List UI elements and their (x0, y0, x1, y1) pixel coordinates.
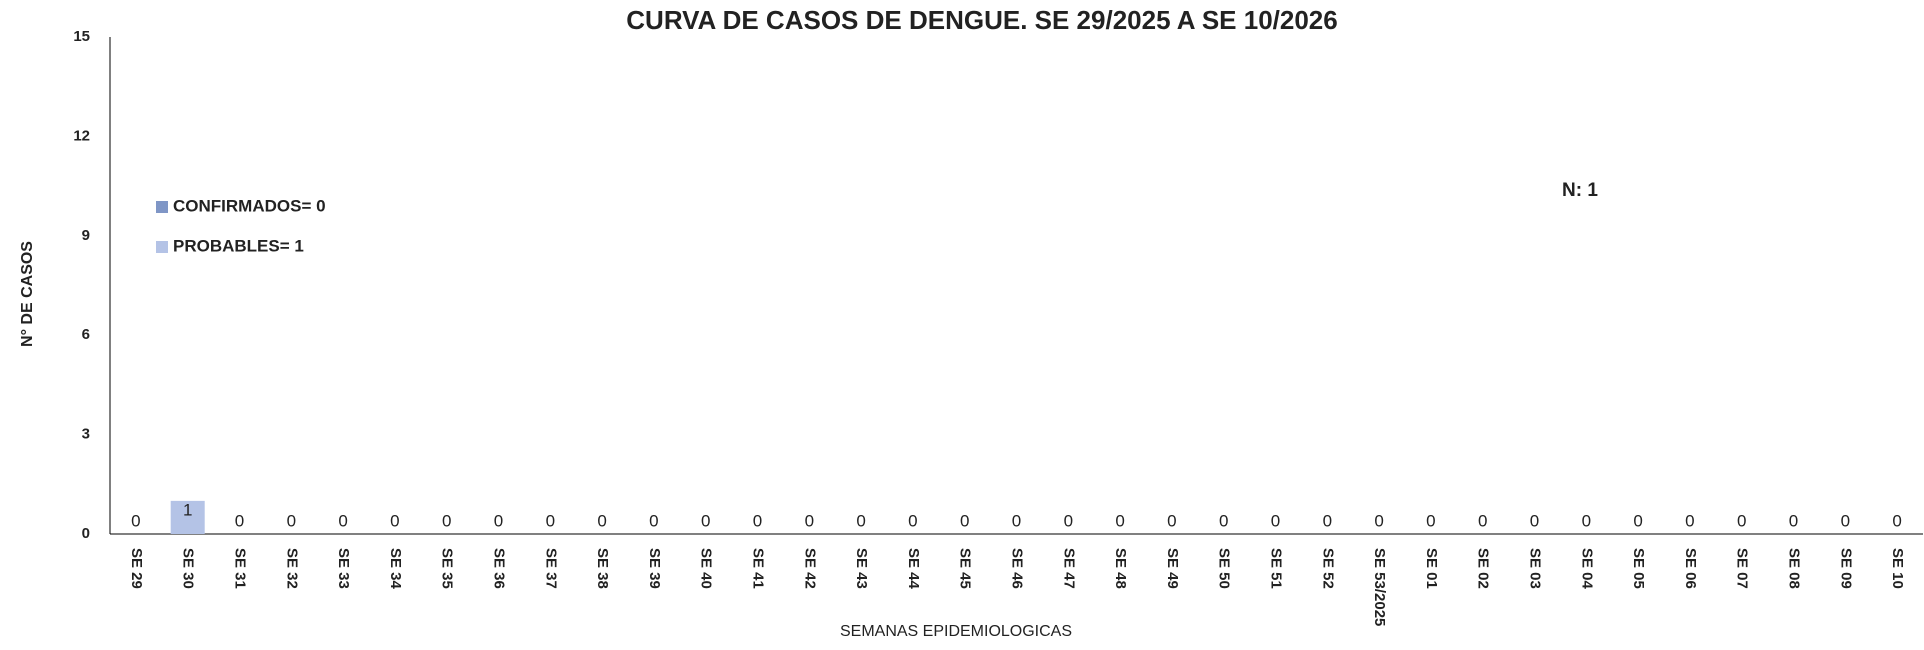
data-label: 1 (183, 500, 192, 519)
x-tick-label: SE 38 (594, 548, 611, 589)
legend-swatch (156, 241, 168, 253)
x-tick-label: SE 31 (232, 548, 249, 589)
data-label: 0 (649, 511, 658, 530)
data-label: 0 (960, 511, 969, 530)
x-tick-label: SE 49 (1164, 548, 1181, 589)
x-tick-label: SE 42 (801, 548, 818, 589)
data-label: 0 (1737, 511, 1746, 530)
x-tick-label: SE 07 (1734, 548, 1751, 589)
x-tick-label: SE 50 (1216, 548, 1233, 589)
data-label: 0 (1374, 511, 1383, 530)
data-label: 0 (753, 511, 762, 530)
data-label: 0 (1064, 511, 1073, 530)
annotation: N: 1 (1562, 180, 1598, 201)
y-tick-label: 12 (73, 127, 90, 144)
x-tick-label: SE 52 (1319, 548, 1336, 589)
legend-swatch (156, 201, 168, 213)
y-tick-label: 6 (82, 326, 90, 343)
data-label: 0 (390, 511, 399, 530)
data-label: 0 (805, 511, 814, 530)
data-label: 0 (546, 511, 555, 530)
legend-label: CONFIRMADOS= 0 (173, 196, 326, 215)
x-tick-label: SE 51 (1268, 548, 1285, 589)
data-label: 0 (1789, 511, 1798, 530)
data-label: 0 (1012, 511, 1021, 530)
x-axis-label: SEMANAS EPIDEMIOLOGICAS (840, 623, 1072, 640)
data-label: 0 (442, 511, 451, 530)
x-tick-label: SE 09 (1837, 548, 1854, 589)
data-label: 0 (131, 511, 140, 530)
y-tick-label: 15 (73, 28, 90, 45)
data-label: 0 (1685, 511, 1694, 530)
x-tick-label: SE 44 (905, 548, 922, 590)
x-tick-label: SE 43 (853, 548, 870, 589)
x-tick-label: SE 37 (542, 548, 559, 589)
x-tick-label: SE 47 (1060, 548, 1077, 589)
x-tick-label: SE 35 (439, 548, 456, 589)
x-tick-label: SE 32 (283, 548, 300, 589)
x-tick-label: SE 39 (646, 548, 663, 589)
data-label: 0 (1426, 511, 1435, 530)
data-label: 0 (235, 511, 244, 530)
data-label: 0 (1841, 511, 1850, 530)
data-label: 0 (1167, 511, 1176, 530)
x-tick-label: SE 40 (698, 548, 715, 589)
data-label: 0 (1323, 511, 1332, 530)
data-label: 0 (701, 511, 710, 530)
data-label: 0 (1582, 511, 1591, 530)
x-tick-label: SE 29 (128, 548, 145, 589)
y-tick-label: 3 (82, 426, 90, 443)
data-label: 0 (338, 511, 347, 530)
y-tick-label: 9 (82, 227, 90, 244)
data-label: 0 (1219, 511, 1228, 530)
chart-title: CURVA DE CASOS DE DENGUE. SE 29/2025 A S… (626, 5, 1337, 35)
data-label: 0 (856, 511, 865, 530)
data-label: 0 (287, 511, 296, 530)
x-tick-label: SE 02 (1475, 548, 1492, 589)
x-tick-label: SE 06 (1682, 548, 1699, 589)
data-label: 0 (597, 511, 606, 530)
x-tick-label: SE 34 (387, 548, 404, 590)
data-label: 0 (1271, 511, 1280, 530)
x-tick-label: SE 33 (335, 548, 352, 589)
x-tick-label: SE 48 (1112, 548, 1129, 589)
data-label: 0 (1633, 511, 1642, 530)
x-tick-label: SE 05 (1630, 548, 1647, 589)
x-tick-label: SE 01 (1423, 548, 1440, 589)
data-label: 0 (908, 511, 917, 530)
x-tick-label: SE 08 (1786, 548, 1803, 589)
x-tick-label: SE 03 (1527, 548, 1544, 589)
data-label: 0 (1478, 511, 1487, 530)
x-tick-label: SE 04 (1578, 548, 1595, 590)
data-label: 0 (1115, 511, 1124, 530)
data-label: 0 (494, 511, 503, 530)
x-tick-label: SE 41 (750, 548, 767, 589)
y-axis-label: N° DE CASOS (19, 241, 36, 347)
x-tick-label: SE 46 (1009, 548, 1026, 589)
x-tick-label: SE 10 (1889, 548, 1906, 589)
bar (170, 500, 205, 534)
x-tick-label: SE 30 (180, 548, 197, 589)
x-tick-label: SE 45 (957, 548, 974, 589)
data-label: 0 (1892, 511, 1901, 530)
x-tick-label: SE 36 (491, 548, 508, 589)
legend-label: PROBABLES= 1 (173, 236, 304, 255)
x-tick-label: SE 53/2025 (1371, 548, 1388, 626)
data-label: 0 (1530, 511, 1539, 530)
y-tick-label: 0 (82, 525, 90, 542)
